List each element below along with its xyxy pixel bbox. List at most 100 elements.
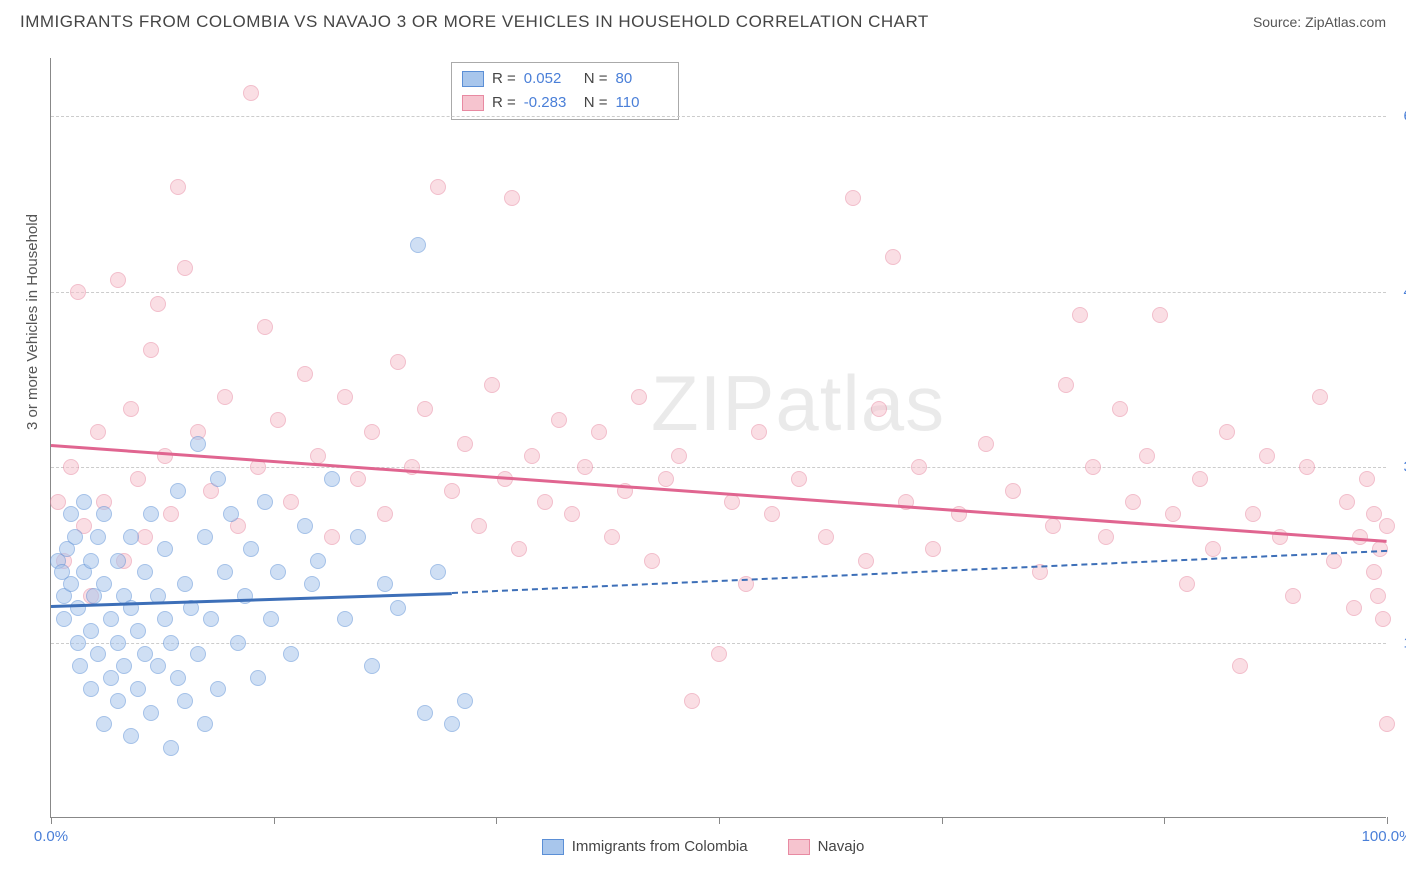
data-point-navajo [858, 553, 874, 569]
data-point-navajo [711, 646, 727, 662]
data-point-navajo [257, 319, 273, 335]
data-point-colombia [110, 693, 126, 709]
data-point-colombia [270, 564, 286, 580]
data-point-navajo [524, 448, 540, 464]
data-point-navajo [123, 401, 139, 417]
data-point-navajo [243, 85, 259, 101]
data-point-navajo [484, 377, 500, 393]
data-point-colombia [143, 705, 159, 721]
data-point-navajo [337, 389, 353, 405]
data-point-navajo [1259, 448, 1275, 464]
data-point-navajo [1346, 600, 1362, 616]
data-point-navajo [444, 483, 460, 499]
swatch-colombia [542, 839, 564, 855]
data-point-navajo [63, 459, 79, 475]
gridline [51, 292, 1386, 293]
data-point-navajo [1005, 483, 1021, 499]
data-point-navajo [564, 506, 580, 522]
ytick-label: 15.0% [1392, 634, 1406, 651]
data-point-colombia [163, 635, 179, 651]
r-value: 0.052 [524, 67, 576, 91]
data-point-colombia [324, 471, 340, 487]
data-point-navajo [324, 529, 340, 545]
data-point-navajo [471, 518, 487, 534]
data-point-colombia [157, 611, 173, 627]
data-point-navajo [1299, 459, 1315, 475]
data-point-colombia [410, 237, 426, 253]
data-point-colombia [76, 494, 92, 510]
data-point-navajo [283, 494, 299, 510]
n-value: 110 [616, 91, 668, 115]
data-point-navajo [764, 506, 780, 522]
gridline [51, 643, 1386, 644]
data-point-colombia [210, 471, 226, 487]
data-point-colombia [150, 658, 166, 674]
data-point-navajo [177, 260, 193, 276]
data-point-navajo [577, 459, 593, 475]
r-label: R = [492, 91, 516, 115]
data-point-navajo [1379, 716, 1395, 732]
data-point-navajo [978, 436, 994, 452]
data-point-navajo [751, 424, 767, 440]
data-point-navajo [1366, 564, 1382, 580]
data-point-colombia [90, 529, 106, 545]
data-point-colombia [83, 681, 99, 697]
trend-line [51, 444, 1387, 542]
data-point-colombia [417, 705, 433, 721]
data-point-colombia [197, 529, 213, 545]
ytick-label: 30.0% [1392, 459, 1406, 476]
data-point-colombia [70, 635, 86, 651]
data-point-colombia [130, 681, 146, 697]
data-point-colombia [70, 600, 86, 616]
data-point-navajo [1219, 424, 1235, 440]
data-point-colombia [310, 553, 326, 569]
data-point-colombia [110, 635, 126, 651]
data-point-navajo [551, 412, 567, 428]
ytick-label: 60.0% [1392, 108, 1406, 125]
stats-row-colombia: R = 0.052 N = 80 [462, 67, 668, 91]
data-point-navajo [390, 354, 406, 370]
data-point-navajo [417, 401, 433, 417]
data-point-colombia [96, 506, 112, 522]
data-point-navajo [457, 436, 473, 452]
data-point-navajo [1165, 506, 1181, 522]
data-point-colombia [283, 646, 299, 662]
data-point-colombia [137, 564, 153, 580]
n-value: 80 [616, 67, 668, 91]
data-point-colombia [63, 506, 79, 522]
data-point-navajo [1285, 588, 1301, 604]
data-point-navajo [50, 494, 66, 510]
data-point-navajo [1375, 611, 1391, 627]
watermark: ZIPatlas [651, 358, 945, 449]
data-point-colombia [457, 693, 473, 709]
data-point-colombia [177, 693, 193, 709]
data-point-colombia [230, 635, 246, 651]
data-point-navajo [1072, 307, 1088, 323]
data-point-colombia [130, 623, 146, 639]
data-point-navajo [504, 190, 520, 206]
xtick [1164, 817, 1165, 824]
data-point-colombia [243, 541, 259, 557]
data-point-colombia [56, 611, 72, 627]
data-point-navajo [310, 448, 326, 464]
data-point-colombia [170, 670, 186, 686]
data-point-colombia [430, 564, 446, 580]
data-point-colombia [123, 728, 139, 744]
data-point-colombia [337, 611, 353, 627]
data-point-navajo [430, 179, 446, 195]
data-point-navajo [157, 448, 173, 464]
swatch-colombia [462, 71, 484, 87]
scatter-plot: ZIPatlas R = 0.052 N = 80 R = -0.283 N =… [50, 58, 1386, 818]
data-point-colombia [350, 529, 366, 545]
xtick [51, 817, 52, 824]
data-point-colombia [210, 681, 226, 697]
data-point-colombia [257, 494, 273, 510]
data-point-colombia [110, 553, 126, 569]
data-point-navajo [511, 541, 527, 557]
data-point-navajo [1179, 576, 1195, 592]
data-point-colombia [143, 506, 159, 522]
xtick [719, 817, 720, 824]
data-point-navajo [925, 541, 941, 557]
r-label: R = [492, 67, 516, 91]
data-point-colombia [223, 506, 239, 522]
